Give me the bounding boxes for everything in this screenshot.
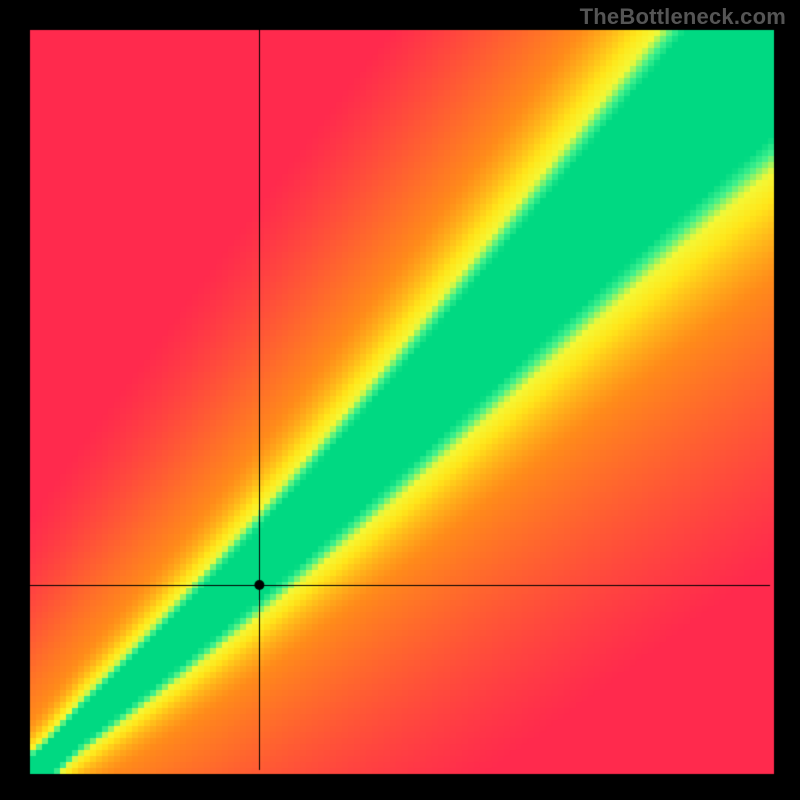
chart-container: TheBottleneck.com bbox=[0, 0, 800, 800]
heatmap-canvas bbox=[0, 0, 800, 800]
watermark-text: TheBottleneck.com bbox=[580, 4, 786, 30]
